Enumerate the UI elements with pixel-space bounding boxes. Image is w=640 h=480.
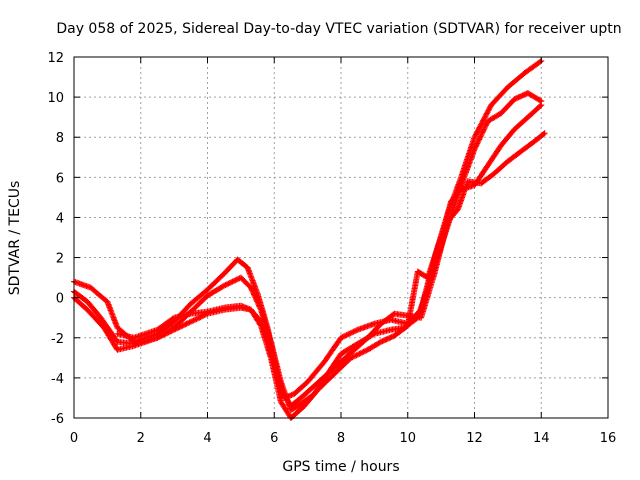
series-markers xyxy=(114,130,548,409)
x-tick-label: 16 xyxy=(600,431,617,446)
x-tick-label: 4 xyxy=(203,431,211,446)
x-tick-label: 10 xyxy=(399,431,416,446)
x-tick-label: 2 xyxy=(137,431,145,446)
x-tick-label: 0 xyxy=(70,431,78,446)
y-axis-label: SDTVAR / TECUs xyxy=(7,181,23,296)
y-tick-label: 12 xyxy=(47,51,64,66)
ticks: 0 2 4 6 8 10 12 14 16 -6 -4 -2 0 2 4 6 8 10 12 xyxy=(47,51,616,446)
x-tick-label: 8 xyxy=(337,431,345,446)
y-tick-label: 2 xyxy=(56,252,64,267)
chart-title: Day 058 of 2025, Sidereal Day-to-day VTE… xyxy=(56,21,621,37)
x-axis-label: GPS time / hours xyxy=(282,459,399,475)
y-tick-label: -2 xyxy=(51,332,64,347)
y-tick-label: -6 xyxy=(51,412,64,427)
x-tick-label: 6 xyxy=(270,431,278,446)
x-tick-label: 14 xyxy=(533,431,550,446)
grid xyxy=(74,57,608,418)
series-track-4 xyxy=(114,130,548,409)
y-tick-label: 10 xyxy=(47,91,64,106)
y-tick-label: -4 xyxy=(51,372,64,387)
y-tick-label: 4 xyxy=(56,211,64,226)
y-tick-label: 0 xyxy=(56,292,64,307)
y-tick-label: 8 xyxy=(56,131,64,146)
y-tick-label: 6 xyxy=(56,171,64,186)
x-tick-label: 12 xyxy=(466,431,483,446)
